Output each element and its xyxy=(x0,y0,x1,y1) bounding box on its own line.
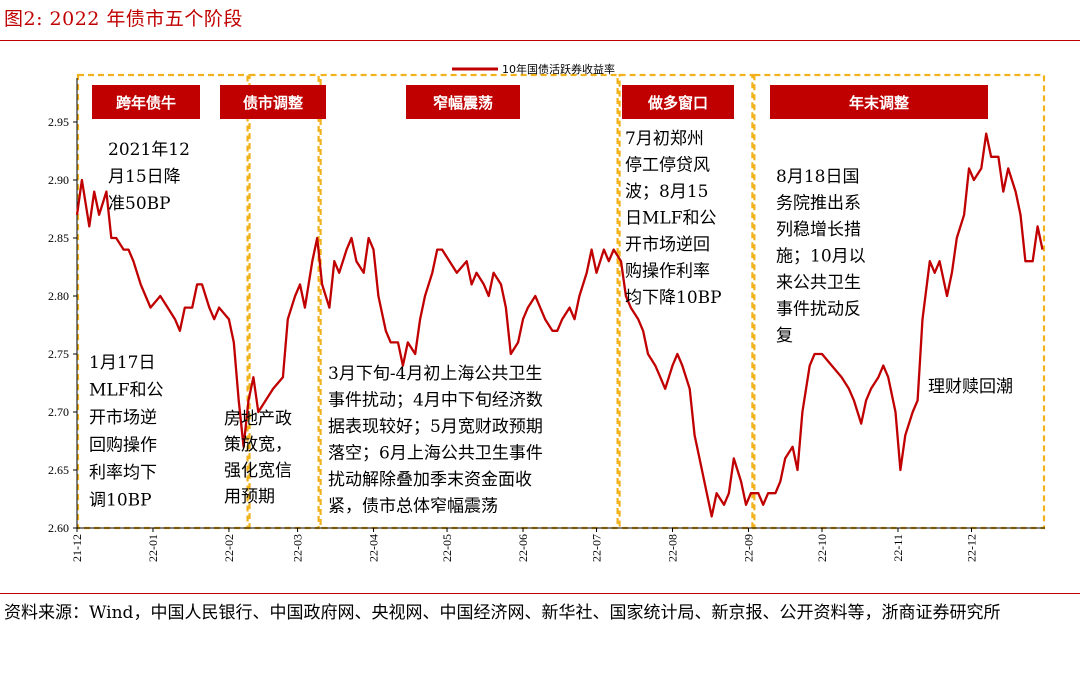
x-tick-label: 22-05 xyxy=(440,534,454,562)
annotation-line: 调10BP xyxy=(89,491,152,511)
source-divider xyxy=(0,593,1080,594)
annotation-line: 来公共卫生 xyxy=(776,273,861,293)
annotation-line: 3月下旬-4月初上海公共卫生 xyxy=(328,364,542,384)
annotation-line: 施；10月以 xyxy=(776,247,866,267)
annotation-line: 1月17日 xyxy=(89,353,155,373)
annotation-line: 开市场逆 xyxy=(89,408,157,428)
y-tick-label: 2.95 xyxy=(48,115,69,129)
annotation-line: 策放宽， xyxy=(224,435,292,455)
phase-box xyxy=(319,73,619,530)
annotation-line: 落空；6月上海公共卫生事件 xyxy=(328,444,543,464)
phase-label: 债市调整 xyxy=(243,94,303,112)
phase-annotation: 房地产政策放宽， 强化宽信用预期 xyxy=(224,409,292,507)
axes xyxy=(76,78,1045,529)
annotation-line: 均下降10BP xyxy=(625,288,722,308)
annotation-line: 据表现较好；5月宽财政预期 xyxy=(328,417,543,437)
annotation-line: 事件扰动；4月中下旬经济数 xyxy=(328,391,543,411)
annotation-line: 波；8月15 xyxy=(625,182,708,202)
y-tick-label: 2.80 xyxy=(48,289,69,303)
x-tick-label: 22-01 xyxy=(146,534,160,562)
x-tick-label: 22-11 xyxy=(891,534,905,562)
x-tick-label: 22-04 xyxy=(367,534,381,562)
series-line xyxy=(75,132,1044,518)
y-tick-label: 2.60 xyxy=(48,521,69,535)
annotation-line: 购操作利率 xyxy=(625,262,710,282)
phase-label: 年末调整 xyxy=(849,94,909,112)
x-tick-label: 21-12 xyxy=(70,534,84,562)
phase-label-box xyxy=(622,85,734,119)
phase-label-box xyxy=(220,85,326,119)
annotation-line: 房地产政 xyxy=(224,409,292,429)
x-tick-label: 22-12 xyxy=(964,534,978,562)
y-tick-label: 2.70 xyxy=(48,405,69,419)
phase-label-box xyxy=(92,85,200,119)
phase-annotation: 7月初郑州停工停贷风波；8月15 日MLF和公开市场逆回购操作利率均下降10BP xyxy=(625,129,722,308)
phase-label-box xyxy=(770,85,988,119)
phase-labels: 跨年债牛 债市调整 窄幅震荡 做多窗口 年末调整 xyxy=(92,85,988,119)
phase-label-box xyxy=(406,85,520,119)
x-tick-label: 22-06 xyxy=(516,534,530,562)
annotation-line: 8月18日国 xyxy=(776,167,859,187)
legend-label: 10年国债活跃券收益率 xyxy=(502,62,615,76)
annotation-line: 2021年12 xyxy=(108,140,190,160)
annotation-line: 日MLF和公 xyxy=(625,209,717,229)
annotation-line: 开市场逆回 xyxy=(625,235,710,255)
phase-label: 跨年债牛 xyxy=(116,94,176,112)
x-tick-label: 22-08 xyxy=(666,534,680,562)
phase-annotation: 理财赎回潮 xyxy=(928,377,1013,397)
phase-label: 窄幅震荡 xyxy=(433,94,493,112)
y-tick-labels: 2.60 2.65 2.70 2.75 2.80 2.85 2.90 2.95 xyxy=(48,115,77,535)
annotation-line: 务院推出系 xyxy=(776,194,861,214)
annotation-line: 列稳增长措 xyxy=(776,220,861,240)
x-tick-label: 22-10 xyxy=(815,534,829,562)
phase-annotation: 1月17日 MLF和公开市场逆回购操作利率均下调10BP xyxy=(89,353,164,511)
annotation-line: MLF和公 xyxy=(89,381,164,401)
annotation-line: 月15日降 xyxy=(108,167,181,187)
y-tick-label: 2.65 xyxy=(48,463,69,477)
annotation-line: 回购操作 xyxy=(89,436,157,456)
x-tick-label: 22-07 xyxy=(590,534,604,562)
phase-annotations: 2021年12 月15日降准50BP 1月17日 MLF和公开市场逆回购操作利率均下调… xyxy=(89,129,1013,517)
yield-chart: 2.60 2.65 2.70 2.75 2.80 2.85 2.90 2.95 21-12 22… xyxy=(48,62,1046,562)
annotation-line: 紧，债市总体窄幅震荡 xyxy=(328,497,498,517)
phase-label: 做多窗口 xyxy=(647,94,708,112)
y-tick-label: 2.90 xyxy=(48,173,69,187)
annotation-line: 7月初郑州 xyxy=(625,129,704,149)
annotation-line: 复 xyxy=(776,326,793,346)
annotation-line: 事件扰动反 xyxy=(776,300,861,320)
annotation-line: 利率均下 xyxy=(89,463,157,483)
source-note: 资料来源：Wind，中国人民银行、中国政府网、央视网、中国经济网、新华社、国家统… xyxy=(4,603,1001,623)
x-tick-label: 22-09 xyxy=(741,534,755,562)
title-divider xyxy=(0,40,1080,41)
annotation-line: 停工停贷风 xyxy=(625,156,710,176)
annotation-line: 扰动解除叠加季末资金面收 xyxy=(328,470,532,490)
phase-annotation: 3月下旬-4月初上海公共卫生事件扰动；4月中下旬经济数据表现较好；5月宽财政预期… xyxy=(328,364,543,517)
phase-box xyxy=(248,73,320,530)
x-tick-labels: 21-12 22-01 22-02 22-03 22-04 22-05 22-06 22-07… xyxy=(70,528,978,562)
phase-box xyxy=(753,73,1046,530)
legend: 10年国债活跃券收益率 xyxy=(452,62,615,76)
phase-annotation: 8月18日国务院推出系列稳增长措施；10月以来公共卫生事件扰动反复 xyxy=(776,167,866,346)
figure-title: 图2: 2022 年债市五个阶段 xyxy=(4,8,243,30)
phase-annotation: 2021年12 月15日降准50BP xyxy=(108,140,190,214)
annotation-line: 强化宽信 xyxy=(224,461,292,481)
series-layer xyxy=(75,132,1044,518)
annotation-line: 理财赎回潮 xyxy=(928,377,1013,397)
phase-box xyxy=(76,73,249,530)
annotation-line: 准50BP xyxy=(108,194,171,214)
x-tick-label: 22-02 xyxy=(222,534,236,562)
x-tick-label: 22-03 xyxy=(291,534,305,562)
y-tick-label: 2.75 xyxy=(48,347,69,361)
y-tick-label: 2.85 xyxy=(48,231,69,245)
annotation-line: 用预期 xyxy=(224,487,275,507)
